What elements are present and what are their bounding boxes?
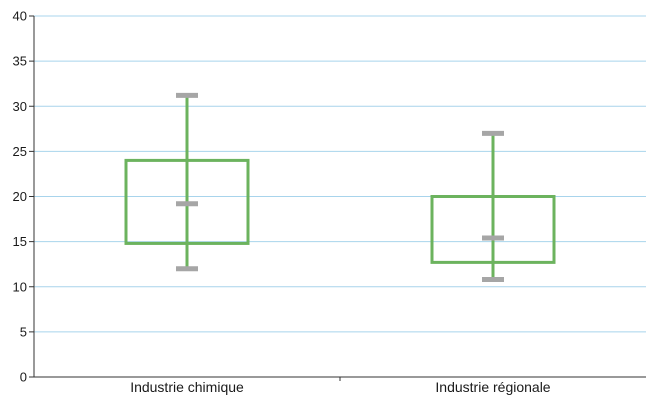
y-tick-label: 20 bbox=[13, 189, 27, 204]
y-tick-label: 30 bbox=[13, 99, 27, 114]
y-tick-label: 10 bbox=[13, 279, 27, 294]
x-tick-label: Industrie chimique bbox=[130, 379, 244, 395]
box-2 bbox=[430, 130, 556, 283]
y-tick-label: 15 bbox=[13, 234, 27, 249]
iqr-box bbox=[430, 195, 556, 264]
box-1 bbox=[124, 92, 250, 272]
y-tick-label: 5 bbox=[20, 324, 27, 339]
x-tick-label: Industrie régionale bbox=[435, 379, 550, 395]
iqr-box bbox=[124, 158, 250, 245]
gridlines bbox=[34, 15, 646, 333]
x-tick-labels: Industrie chimique Industrie régionale bbox=[130, 379, 551, 395]
y-tick-label: 25 bbox=[13, 144, 27, 159]
y-tick-label: 35 bbox=[13, 54, 27, 69]
y-tick-label: 40 bbox=[13, 9, 27, 24]
y-tick-label: 0 bbox=[20, 370, 27, 385]
axes bbox=[29, 15, 646, 381]
box-series bbox=[124, 92, 556, 283]
y-tick-labels: 0 5 10 15 20 25 30 35 40 bbox=[13, 9, 27, 385]
